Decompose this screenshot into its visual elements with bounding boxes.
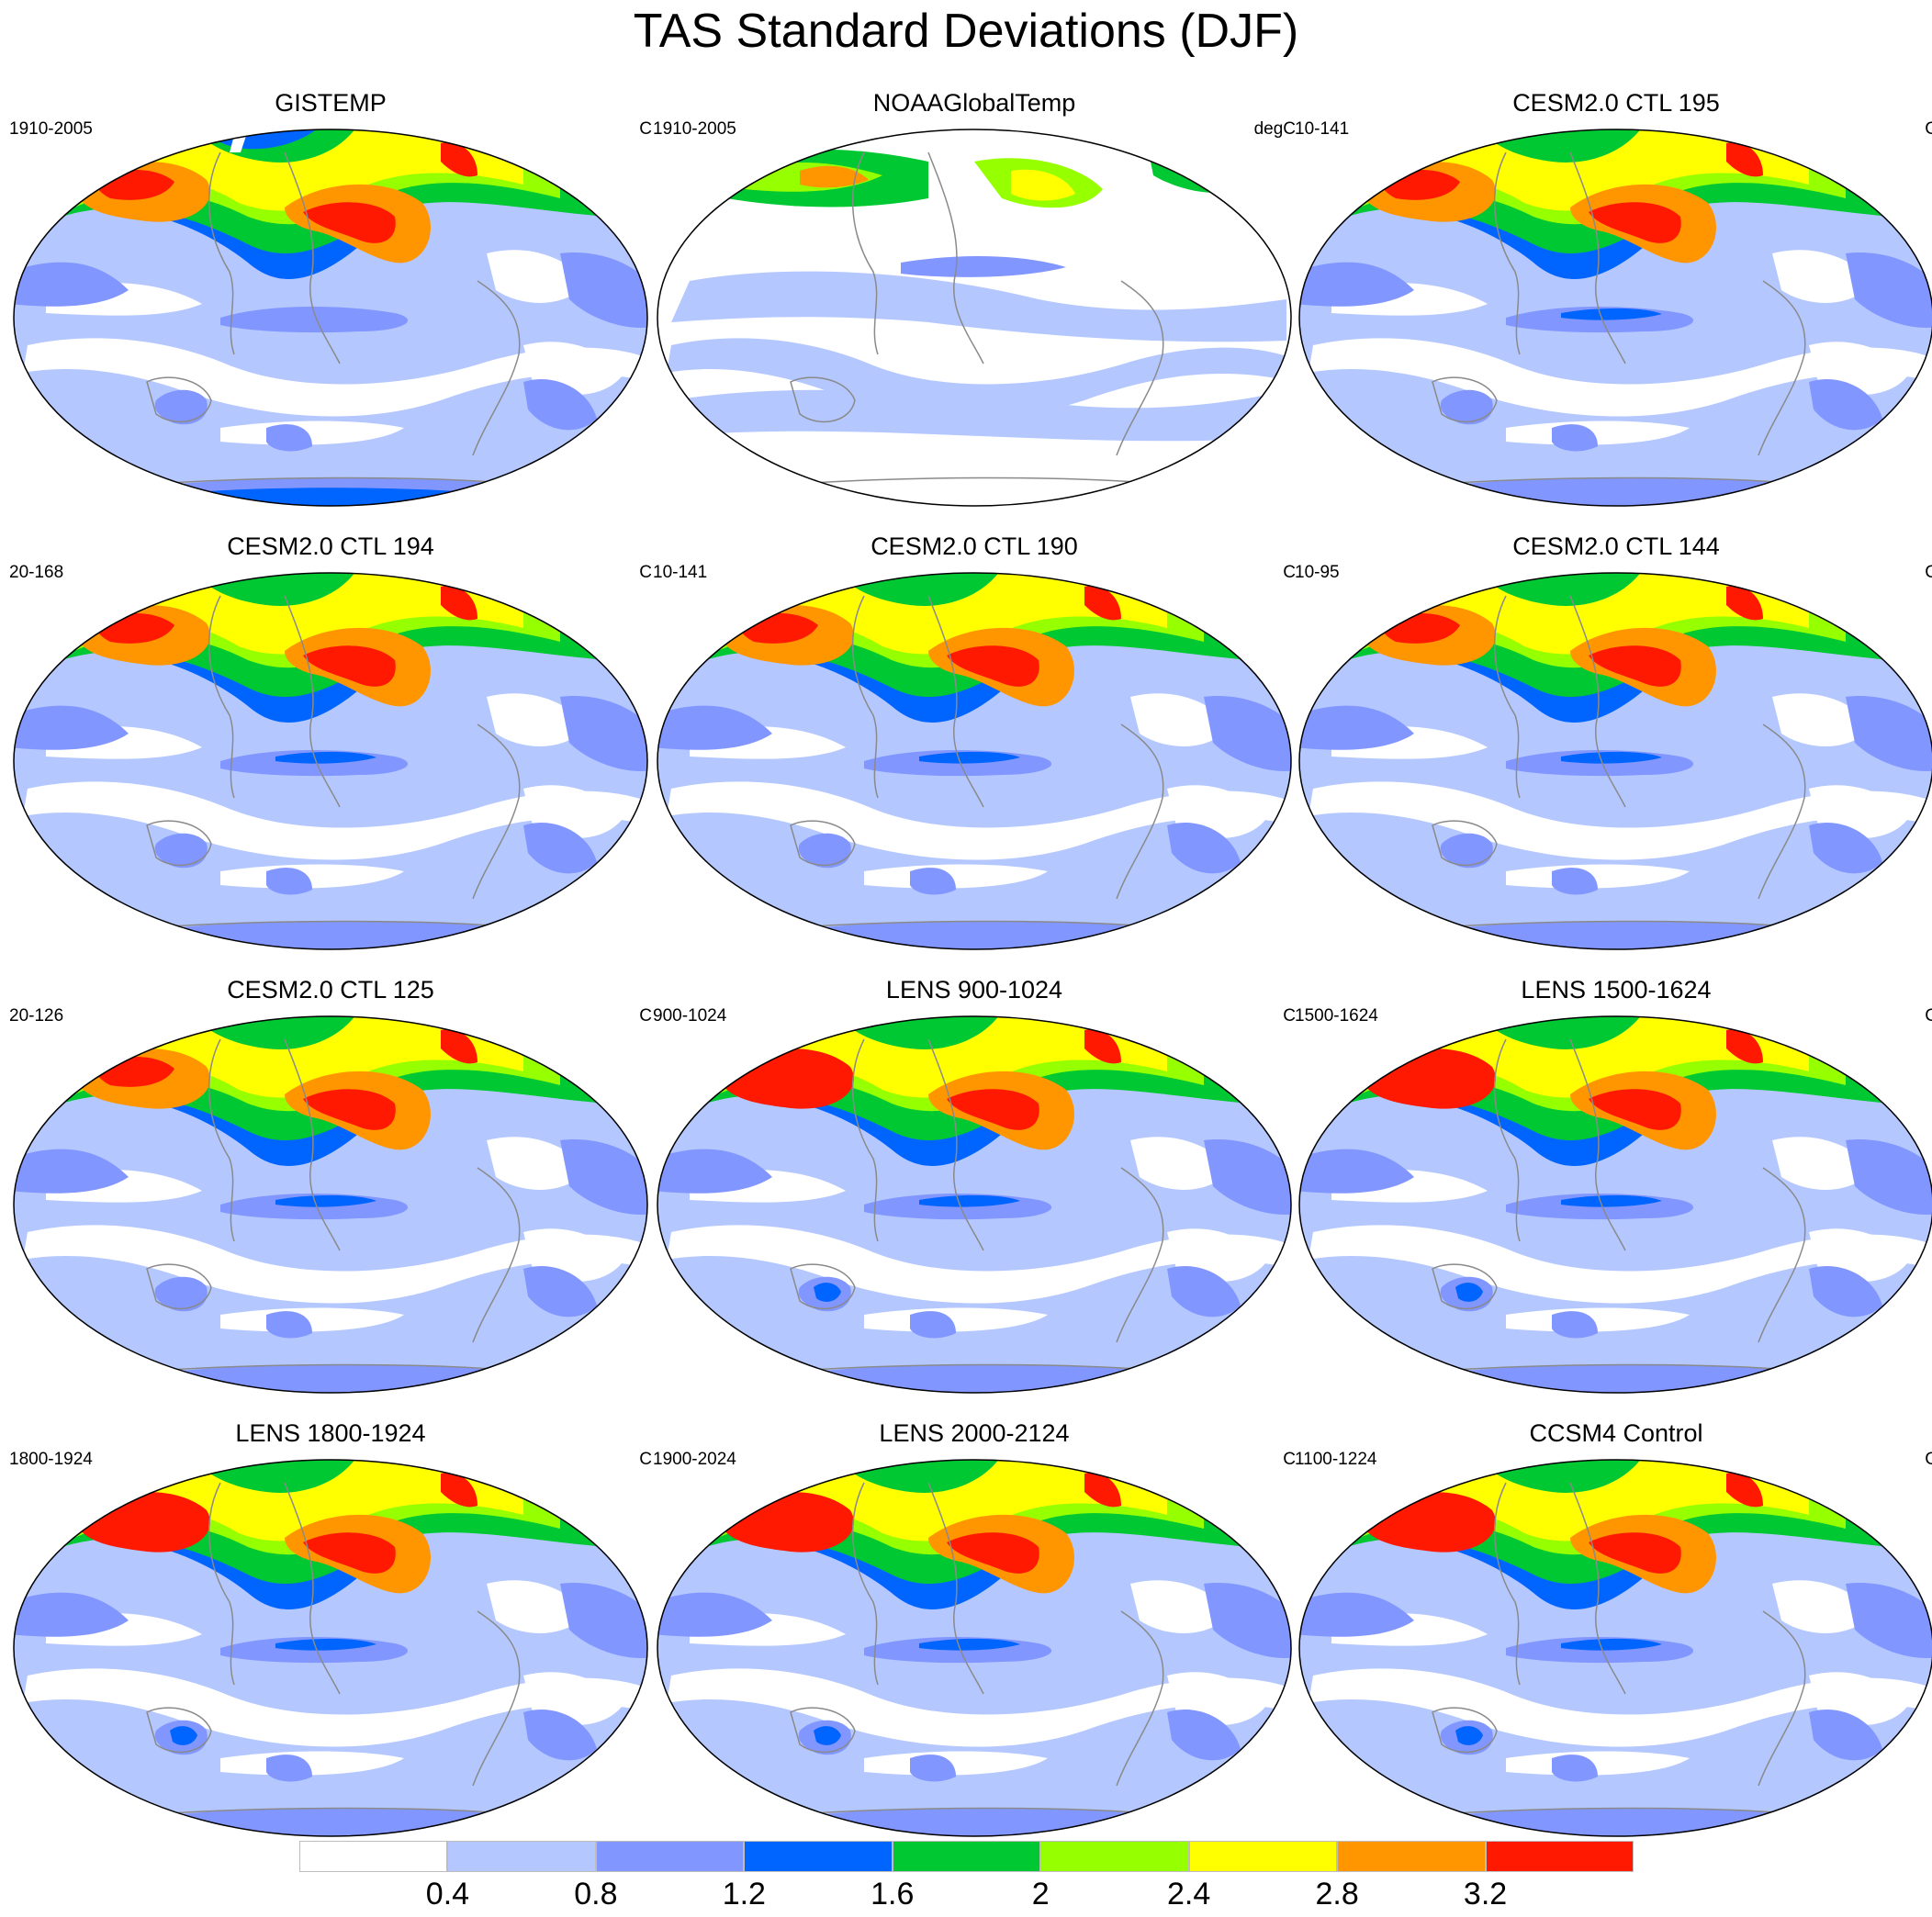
robinson-map bbox=[13, 1015, 648, 1394]
panel-title: LENS 2000-2124 bbox=[879, 1419, 1070, 1447]
panel-period-label: 1100-1224 bbox=[1295, 1450, 1377, 1469]
colorbar-swatch bbox=[1337, 1841, 1486, 1872]
panel-period-label: 10-95 bbox=[1295, 563, 1340, 582]
panel-units-label: C bbox=[639, 1006, 652, 1026]
panel-title: CESM2.0 CTL 195 bbox=[1512, 89, 1720, 117]
panel-period-label: 1500-1624 bbox=[1295, 1006, 1378, 1026]
panel-period-label: 1910-2005 bbox=[653, 119, 736, 139]
map-panel: CESM2.0 CTL 144 10-95 C bbox=[1295, 532, 1932, 954]
robinson-map bbox=[13, 1459, 648, 1837]
colorbar-tick-label: 2.8 bbox=[1315, 1877, 1359, 1911]
colorbar-tick-label: 2.4 bbox=[1167, 1877, 1211, 1911]
map-panel: CESM2.0 CTL 194 20-168 C bbox=[9, 532, 652, 954]
colorbar-swatch bbox=[1188, 1841, 1338, 1872]
robinson-map bbox=[1298, 1015, 1932, 1394]
robinson-map bbox=[657, 1459, 1292, 1837]
colorbar-tick-label: 2 bbox=[1031, 1877, 1050, 1911]
panel-title: GISTEMP bbox=[275, 89, 387, 117]
map-panel: LENS 2000-2124 1900-2024 C bbox=[653, 1418, 1296, 1841]
colorbar-tick-label: 0.8 bbox=[574, 1877, 618, 1911]
colorbar-swatch bbox=[447, 1841, 596, 1872]
colorbar-swatch bbox=[299, 1841, 448, 1872]
colorbar-swatch bbox=[1485, 1841, 1634, 1872]
colorbar-tick-label: 0.4 bbox=[425, 1877, 470, 1911]
panel-period-label: 10-141 bbox=[1295, 119, 1350, 139]
panel-period-label: 1800-1924 bbox=[9, 1450, 93, 1469]
panel-units-label: C bbox=[639, 1450, 652, 1469]
panel-units-label: degC bbox=[1253, 119, 1296, 139]
map-panel: CESM2.0 CTL 190 10-141 C bbox=[653, 532, 1296, 954]
panel-title: CESM2.0 CTL 194 bbox=[227, 532, 434, 560]
panel-period-label: 10-141 bbox=[653, 563, 708, 582]
robinson-map bbox=[657, 572, 1292, 950]
panel-units-label: C bbox=[1283, 1006, 1296, 1026]
robinson-map bbox=[657, 129, 1292, 507]
panel-units-label: C bbox=[639, 563, 652, 582]
panel-units-label: C bbox=[1925, 1450, 1932, 1469]
panel-title: NOAAGlobalTemp bbox=[872, 89, 1076, 117]
robinson-map bbox=[1298, 1459, 1932, 1837]
panel-title: CESM2.0 CTL 190 bbox=[871, 532, 1078, 560]
colorbar-legend: 0.4 0.8 1.2 1.6 2 2.4 2.8 3.2 bbox=[299, 1841, 1634, 1911]
panel-title: LENS 1500-1624 bbox=[1521, 976, 1712, 1003]
colorbar-swatch bbox=[595, 1841, 745, 1872]
panel-units-label: C bbox=[639, 119, 652, 139]
robinson-map bbox=[657, 1015, 1292, 1394]
figure-title: TAS Standard Deviations (DJF) bbox=[633, 5, 1299, 58]
map-panel: CCSM4 Control 1100-1224 C bbox=[1295, 1418, 1932, 1841]
robinson-map bbox=[1298, 572, 1932, 950]
colorbar-tick-label: 3.2 bbox=[1463, 1877, 1508, 1911]
panel-units-label: C bbox=[1925, 563, 1932, 582]
map-panel: LENS 1500-1624 1500-1624 C bbox=[1295, 975, 1932, 1397]
panel-period-label: 20-126 bbox=[9, 1006, 64, 1026]
panel-title: CESM2.0 CTL 125 bbox=[227, 976, 434, 1003]
robinson-map bbox=[1298, 129, 1932, 507]
map-panel: GISTEMP 1910-2005 C bbox=[9, 88, 652, 510]
colorbar-tick-label: 1.2 bbox=[722, 1877, 766, 1911]
map-panel: NOAAGlobalTemp 1910-2005 degC bbox=[653, 88, 1296, 510]
map-panel: LENS 900-1024 900-1024 C bbox=[653, 975, 1296, 1397]
map-panel: CESM2.0 CTL 125 20-126 C bbox=[9, 975, 652, 1397]
panel-units-label: C bbox=[1283, 1450, 1296, 1469]
panel-units-label: C bbox=[1925, 1006, 1932, 1026]
colorbar-tick-label: 1.6 bbox=[871, 1877, 915, 1911]
panel-units-label: C bbox=[1283, 563, 1296, 582]
panel-title: LENS 1800-1924 bbox=[235, 1419, 426, 1447]
map-panel: CESM2.0 CTL 195 10-141 C bbox=[1295, 88, 1932, 510]
robinson-map bbox=[13, 129, 648, 507]
panel-units-label: C bbox=[1925, 119, 1932, 139]
map-panel: LENS 1800-1924 1800-1924 C bbox=[9, 1418, 652, 1841]
colorbar-swatch bbox=[892, 1841, 1041, 1872]
panel-title: LENS 900-1024 bbox=[885, 976, 1063, 1003]
colorbar-swatch bbox=[744, 1841, 893, 1872]
panel-title: CESM2.0 CTL 144 bbox=[1512, 532, 1720, 560]
colorbar-swatch bbox=[1040, 1841, 1189, 1872]
panel-period-label: 900-1024 bbox=[653, 1006, 727, 1026]
panel-title: CCSM4 Control bbox=[1529, 1419, 1703, 1447]
panel-period-label: 20-168 bbox=[9, 563, 64, 582]
panel-period-label: 1900-2024 bbox=[653, 1450, 736, 1469]
robinson-map bbox=[13, 572, 648, 950]
panel-period-label: 1910-2005 bbox=[9, 119, 93, 139]
